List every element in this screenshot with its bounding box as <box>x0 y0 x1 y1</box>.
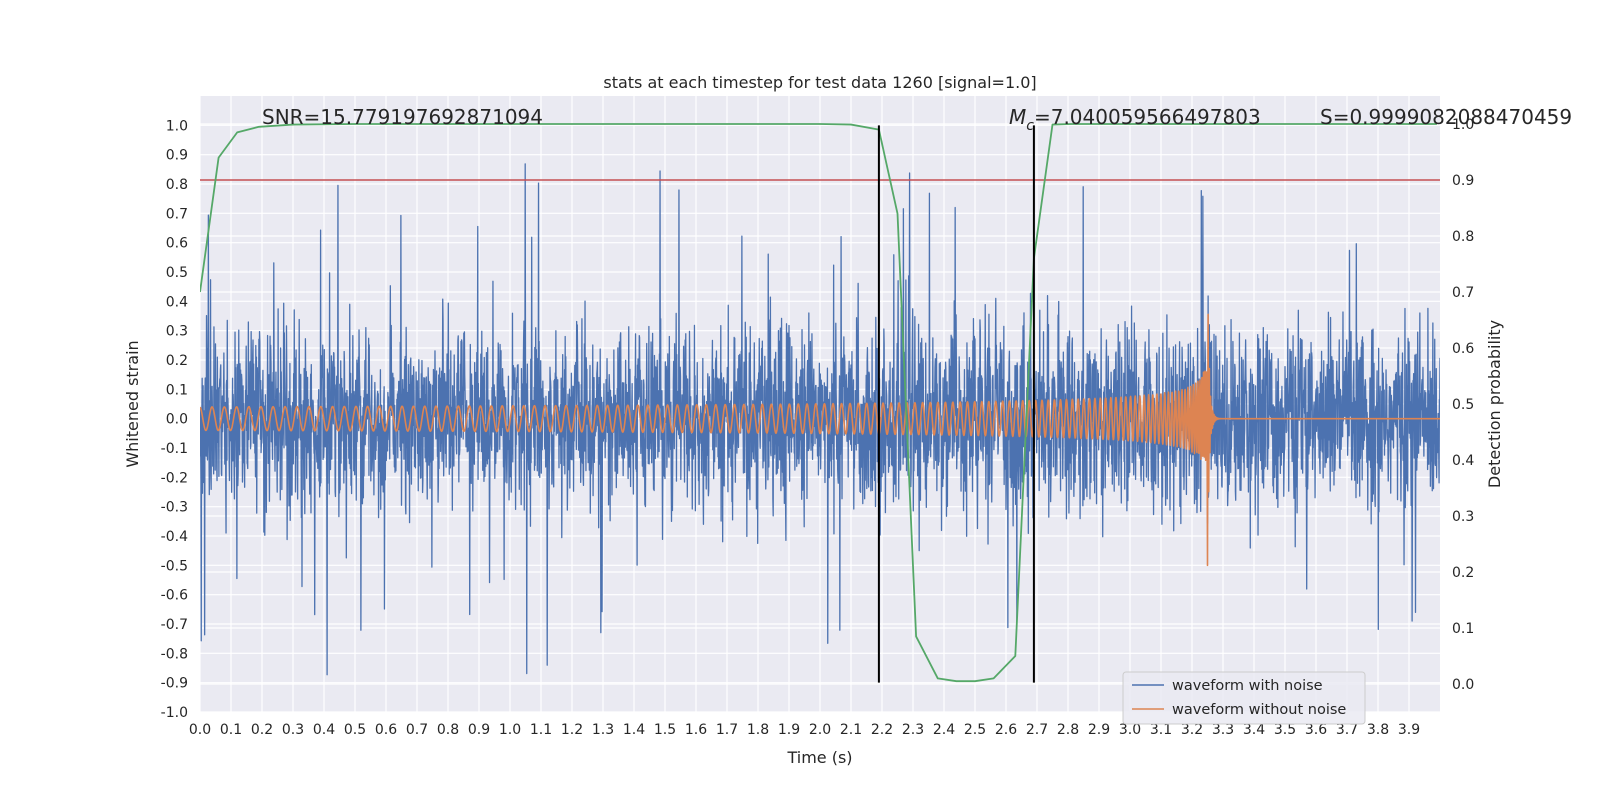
x-tick-label: 1.7 <box>716 722 738 738</box>
x-tick-label: 0.5 <box>344 722 366 738</box>
x-tick-label: 3.6 <box>1305 722 1327 738</box>
x-tick-label: 3.1 <box>1150 722 1172 738</box>
y-tick-label: 0.8 <box>166 177 188 193</box>
series-line-waveform-without-noise <box>200 313 1440 567</box>
y-tick-label: -0.3 <box>161 500 188 516</box>
y-tick-label: -1.0 <box>161 705 188 721</box>
y-tick-label: -0.7 <box>161 617 188 633</box>
x-tick-label: 0.1 <box>220 722 242 738</box>
y-tick-label: -0.4 <box>161 529 188 545</box>
x-tick-label: 0.2 <box>251 722 273 738</box>
x-axis-label: Time (s) <box>786 748 852 767</box>
y2-tick-label: 0.4 <box>1452 453 1474 469</box>
x-tick-label: 2.4 <box>933 722 955 738</box>
y-tick-label: 0.3 <box>166 324 188 340</box>
y2-tick-label: 0.5 <box>1452 397 1474 413</box>
y2-tick-label: 0.1 <box>1452 621 1474 637</box>
x-tick-label: 0.4 <box>313 722 335 738</box>
x-tick-label: 1.6 <box>685 722 707 738</box>
y-tick-label: 0.1 <box>166 382 188 398</box>
mc-annotation: Mc=7.040059566497803 <box>1009 105 1261 134</box>
x-tick-label: 1.0 <box>499 722 521 738</box>
y-tick-label: 0.4 <box>166 294 188 310</box>
y-tick-label: 0.6 <box>166 236 188 252</box>
x-tick-label: 3.9 <box>1398 722 1420 738</box>
x-tick-label: 3.4 <box>1243 722 1265 738</box>
x-tick-label: 3.8 <box>1367 722 1389 738</box>
x-tick-label: 0.0 <box>189 722 211 738</box>
x-tick-label: 3.7 <box>1336 722 1358 738</box>
series-line-waveform-with-noise <box>200 163 1440 676</box>
y2-tick-labels: 0.0 0.1 0.2 0.3 0.4 0.5 0.6 0.7 0.8 0.9 1.0 <box>1452 117 1474 693</box>
x-tick-label: 2.9 <box>1088 722 1110 738</box>
x-tick-label: 1.4 <box>623 722 645 738</box>
y-tick-label: 0.2 <box>166 353 188 369</box>
x-tick-label: 1.3 <box>592 722 614 738</box>
y-axis-label: Whitened strain <box>123 340 142 467</box>
y-tick-label: -0.5 <box>161 558 188 574</box>
y-tick-label: 0.5 <box>166 265 188 281</box>
x-tick-label: 0.8 <box>437 722 459 738</box>
mc-value: =7.040059566497803 <box>1034 105 1261 129</box>
x-tick-label: 3.5 <box>1274 722 1296 738</box>
y2-tick-label: 0.8 <box>1452 229 1474 245</box>
legend-box <box>1122 671 1366 725</box>
y-tick-label: 0.9 <box>166 148 188 164</box>
y-tick-label: -0.9 <box>161 676 188 692</box>
y-tick-label: -0.6 <box>161 588 188 604</box>
mc-symbol: M <box>1009 105 1026 129</box>
x-tick-label: 2.3 <box>902 722 924 738</box>
y2-tick-label: 0.3 <box>1452 509 1474 525</box>
x-tick-label: 2.2 <box>871 722 893 738</box>
x-tick-labels: 0.0 0.1 0.2 0.3 0.4 0.5 0.6 0.7 0.8 0.9 1.0 1.1 1.2 1… <box>189 722 1420 738</box>
legend-label-waveform-with-noise: waveform with noise <box>1172 678 1323 694</box>
series-line-detection-probability <box>200 123 1437 683</box>
y2-tick-label: 0.6 <box>1452 341 1474 357</box>
x-tick-label: 1.8 <box>747 722 769 738</box>
x-tick-label: 3.2 <box>1181 722 1203 738</box>
x-tick-label: 0.9 <box>468 722 490 738</box>
y-tick-label: -0.1 <box>161 441 188 457</box>
y2-tick-label: 1.0 <box>1452 117 1474 133</box>
x-tick-label: 0.6 <box>375 722 397 738</box>
x-tick-label: 2.5 <box>964 722 986 738</box>
y-tick-labels: -1.0 -0.9 -0.8 -0.7 -0.6 -0.5 -0.4 -0.3 -0.2 -0.1… <box>161 118 188 721</box>
y2-tick-label: 0.0 <box>1452 677 1474 693</box>
y-tick-label: 0.7 <box>166 206 188 222</box>
mc-subscript: c <box>1026 118 1034 134</box>
x-tick-label: 2.0 <box>809 722 831 738</box>
vertical-lines <box>877 125 1035 683</box>
y-tick-label: -0.8 <box>161 646 188 662</box>
x-tick-label: 2.8 <box>1057 722 1079 738</box>
x-tick-label: 1.2 <box>561 722 583 738</box>
x-tick-label: 1.5 <box>654 722 676 738</box>
legend: waveform with noise waveform without noi… <box>1122 671 1366 725</box>
x-tick-label: 3.0 <box>1119 722 1141 738</box>
x-tick-label: 3.3 <box>1212 722 1234 738</box>
x-tick-label: 2.1 <box>840 722 862 738</box>
x-tick-label: 1.9 <box>778 722 800 738</box>
x-tick-label: 2.6 <box>995 722 1017 738</box>
y-tick-label: 0.0 <box>166 412 188 428</box>
legend-label-waveform-without-noise: waveform without noise <box>1172 702 1346 718</box>
x-tick-label: 0.7 <box>406 722 428 738</box>
y2-tick-label: 0.7 <box>1452 285 1474 301</box>
y2-tick-label: 0.2 <box>1452 565 1474 581</box>
s-annotation: S=0.9999082088470459 <box>1320 105 1572 129</box>
chart-title: stats at each timestep for test data 126… <box>603 73 1036 92</box>
x-tick-label: 2.7 <box>1026 722 1048 738</box>
y-tick-label: 1.0 <box>166 118 188 134</box>
y2-tick-label: 0.9 <box>1452 173 1474 189</box>
y-tick-label: -0.2 <box>161 470 188 486</box>
y2-axis-label: Detection probability <box>1485 320 1504 488</box>
snr-annotation: SNR=15.779197692871094 <box>262 105 543 129</box>
x-tick-label: 0.3 <box>282 722 304 738</box>
x-tick-label: 1.1 <box>530 722 552 738</box>
